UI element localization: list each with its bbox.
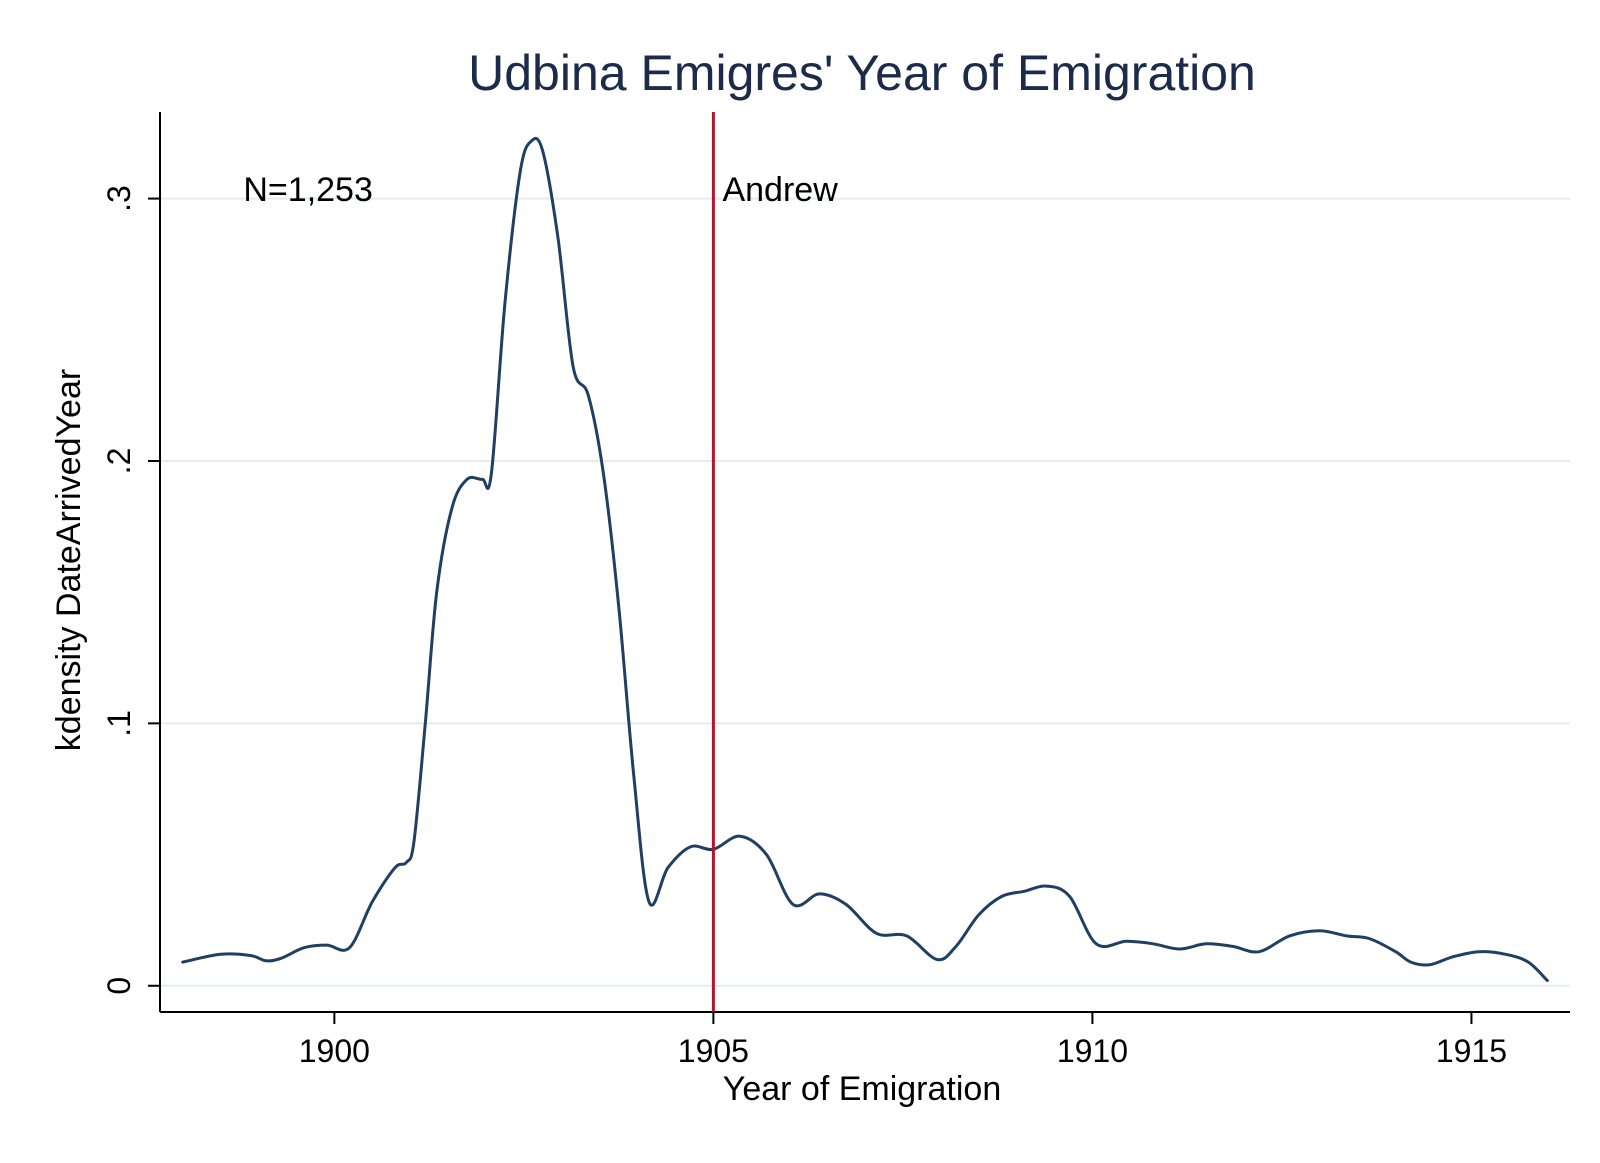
x-axis-title: Year of Emigration [723, 1070, 1001, 1108]
y-tick-label: 0 [101, 977, 137, 995]
annotation-label: N=1,253 [243, 171, 372, 209]
y-tick-label: .3 [101, 185, 137, 212]
y-axis-title: kdensity DateArrivedYear [50, 369, 88, 751]
gridlines [160, 197, 1570, 987]
x-tick-label: 1915 [1436, 1033, 1507, 1069]
axes [159, 112, 1570, 1013]
annotation-label: Andrew [722, 171, 838, 209]
density-line [181, 136, 1549, 982]
ticks: 0 .1 .2 .3 1900 1905 1910 1915 [101, 185, 1507, 1069]
series [181, 136, 1549, 982]
x-tick-label: 1905 [678, 1033, 749, 1069]
y-tick-label: .2 [101, 448, 137, 475]
annotations: N=1,253 Andrew [243, 171, 838, 209]
y-tick-label: .1 [101, 710, 137, 737]
chart-title: Udbina Emigres' Year of Emigration [468, 45, 1256, 101]
x-tick-label: 1910 [1057, 1033, 1128, 1069]
x-tick-label: 1900 [299, 1033, 370, 1069]
